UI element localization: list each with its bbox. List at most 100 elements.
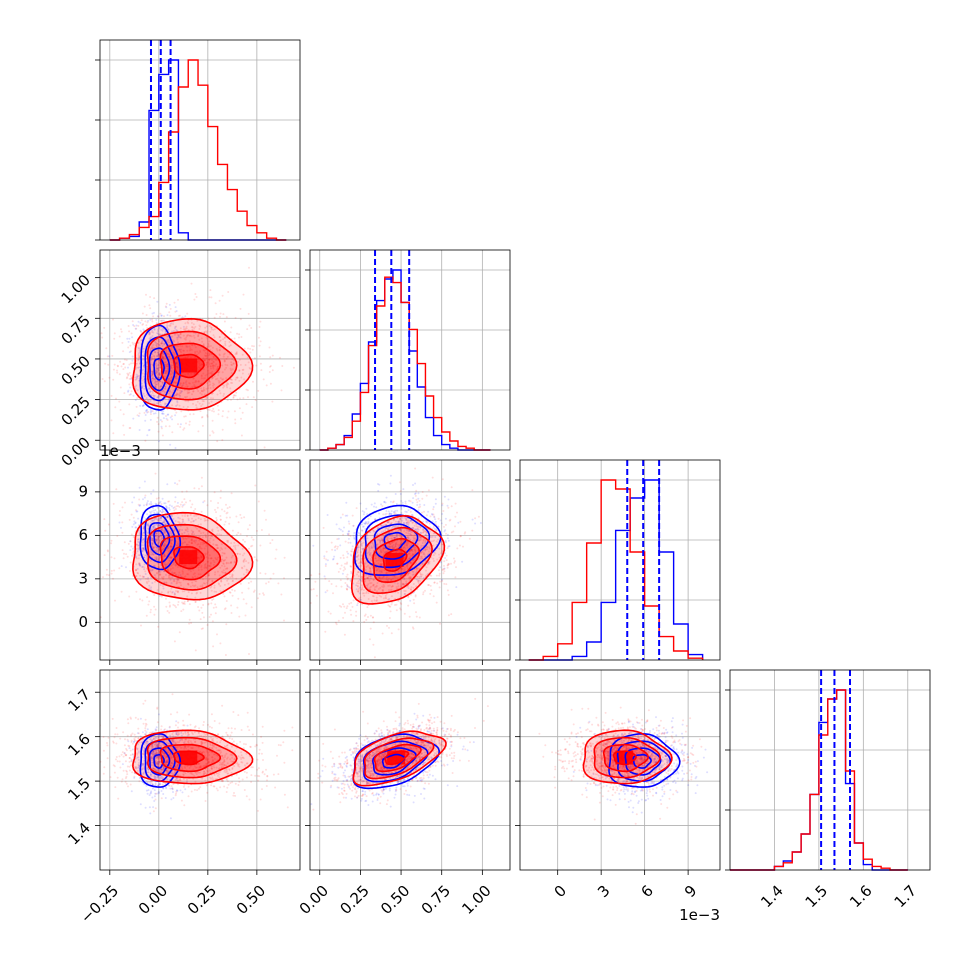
scatter-point	[150, 504, 153, 507]
scatter-point	[201, 424, 204, 427]
scatter-point	[230, 398, 232, 401]
scatter-point	[179, 423, 182, 426]
scatter-point	[158, 548, 161, 551]
scatter-point	[332, 557, 335, 560]
scatter-point	[454, 515, 457, 518]
scatter-point	[179, 382, 182, 385]
scatter-point	[414, 467, 417, 470]
scatter-point	[203, 566, 206, 569]
scatter-point	[146, 578, 149, 581]
scatter-point	[235, 352, 238, 355]
scatter-point	[212, 606, 215, 609]
scatter-point	[233, 561, 236, 564]
scatter-point	[331, 548, 334, 551]
scatter-point	[170, 539, 173, 542]
scatter-point	[453, 561, 456, 564]
scatter-point	[224, 344, 227, 347]
scatter-point	[176, 548, 179, 551]
scatter-point	[208, 380, 210, 383]
scatter-point	[222, 571, 225, 574]
scatter-point	[167, 352, 169, 355]
scatter-point	[157, 328, 159, 331]
scatter-point	[163, 553, 166, 556]
scatter-point	[171, 576, 174, 579]
scatter-point	[154, 556, 157, 559]
scatter-point	[166, 363, 169, 366]
scatter-point	[193, 539, 196, 542]
scatter-point	[390, 632, 393, 635]
scatter-point	[178, 530, 181, 533]
scatter-point	[159, 519, 161, 522]
scatter-point	[219, 489, 222, 492]
scatter-point	[159, 573, 162, 576]
scatter-point	[164, 305, 167, 308]
scatter-point	[222, 313, 225, 316]
scatter-point	[406, 546, 409, 549]
scatter-point	[117, 365, 119, 368]
scatter-point	[226, 511, 229, 514]
scatter-point	[211, 362, 214, 365]
scatter-point	[366, 513, 369, 516]
scatter-point	[201, 556, 204, 559]
scatter-point	[156, 550, 158, 553]
scatter-point	[194, 293, 197, 295]
scatter-point	[108, 376, 111, 379]
scatter-point	[209, 387, 212, 389]
scatter-point	[194, 579, 197, 582]
scatter-point	[199, 618, 202, 621]
scatter-point	[125, 359, 128, 362]
scatter-point	[205, 556, 208, 559]
scatter-point	[396, 520, 399, 523]
scatter-point	[151, 375, 154, 378]
scatter-point	[176, 329, 179, 332]
scatter-point	[172, 351, 175, 354]
scatter-point	[160, 342, 163, 345]
scatter-point	[183, 503, 186, 506]
scatter-point	[399, 493, 402, 495]
scatter-point	[197, 568, 200, 571]
scatter-point	[112, 577, 114, 580]
scatter-point	[191, 576, 194, 579]
scatter-point	[350, 554, 353, 557]
density-core	[179, 550, 198, 565]
scatter-point	[446, 547, 449, 550]
scatter-point	[259, 362, 262, 365]
scatter-point	[224, 547, 227, 550]
scatter-point	[439, 622, 441, 625]
scatter-point	[127, 325, 130, 327]
scatter-point	[224, 520, 227, 523]
scatter-point	[439, 566, 442, 569]
scatter-point	[218, 354, 221, 357]
scatter-point	[390, 510, 393, 513]
scatter-point	[259, 340, 262, 343]
scatter-point	[205, 396, 208, 399]
scatter-point	[381, 541, 384, 544]
scatter-point	[156, 315, 159, 318]
scatter-point	[176, 336, 179, 339]
scatter-point	[260, 369, 263, 372]
contour-series-a	[144, 336, 176, 402]
scatter-point	[176, 400, 179, 403]
scatter-point	[137, 320, 140, 323]
scatter-point	[161, 327, 164, 330]
scatter-point	[199, 518, 202, 521]
scatter-point	[216, 440, 219, 443]
scatter-point	[107, 523, 110, 526]
scatter-point	[164, 372, 167, 375]
scatter-point	[222, 562, 225, 565]
scatter-point	[153, 518, 156, 521]
scatter-point	[165, 369, 168, 372]
scatter-point	[169, 443, 172, 446]
scatter-point	[147, 410, 150, 413]
scatter-point	[155, 322, 158, 324]
scatter-point	[155, 556, 158, 559]
scatter-point	[373, 505, 375, 508]
scatter-point	[170, 533, 173, 536]
scatter-point	[225, 623, 228, 626]
scatter-point	[178, 348, 181, 351]
scatter-point	[156, 380, 159, 383]
scatter-point	[173, 593, 176, 596]
scatter-point	[142, 354, 145, 357]
scatter-point	[155, 370, 158, 373]
scatter-point	[185, 380, 188, 383]
